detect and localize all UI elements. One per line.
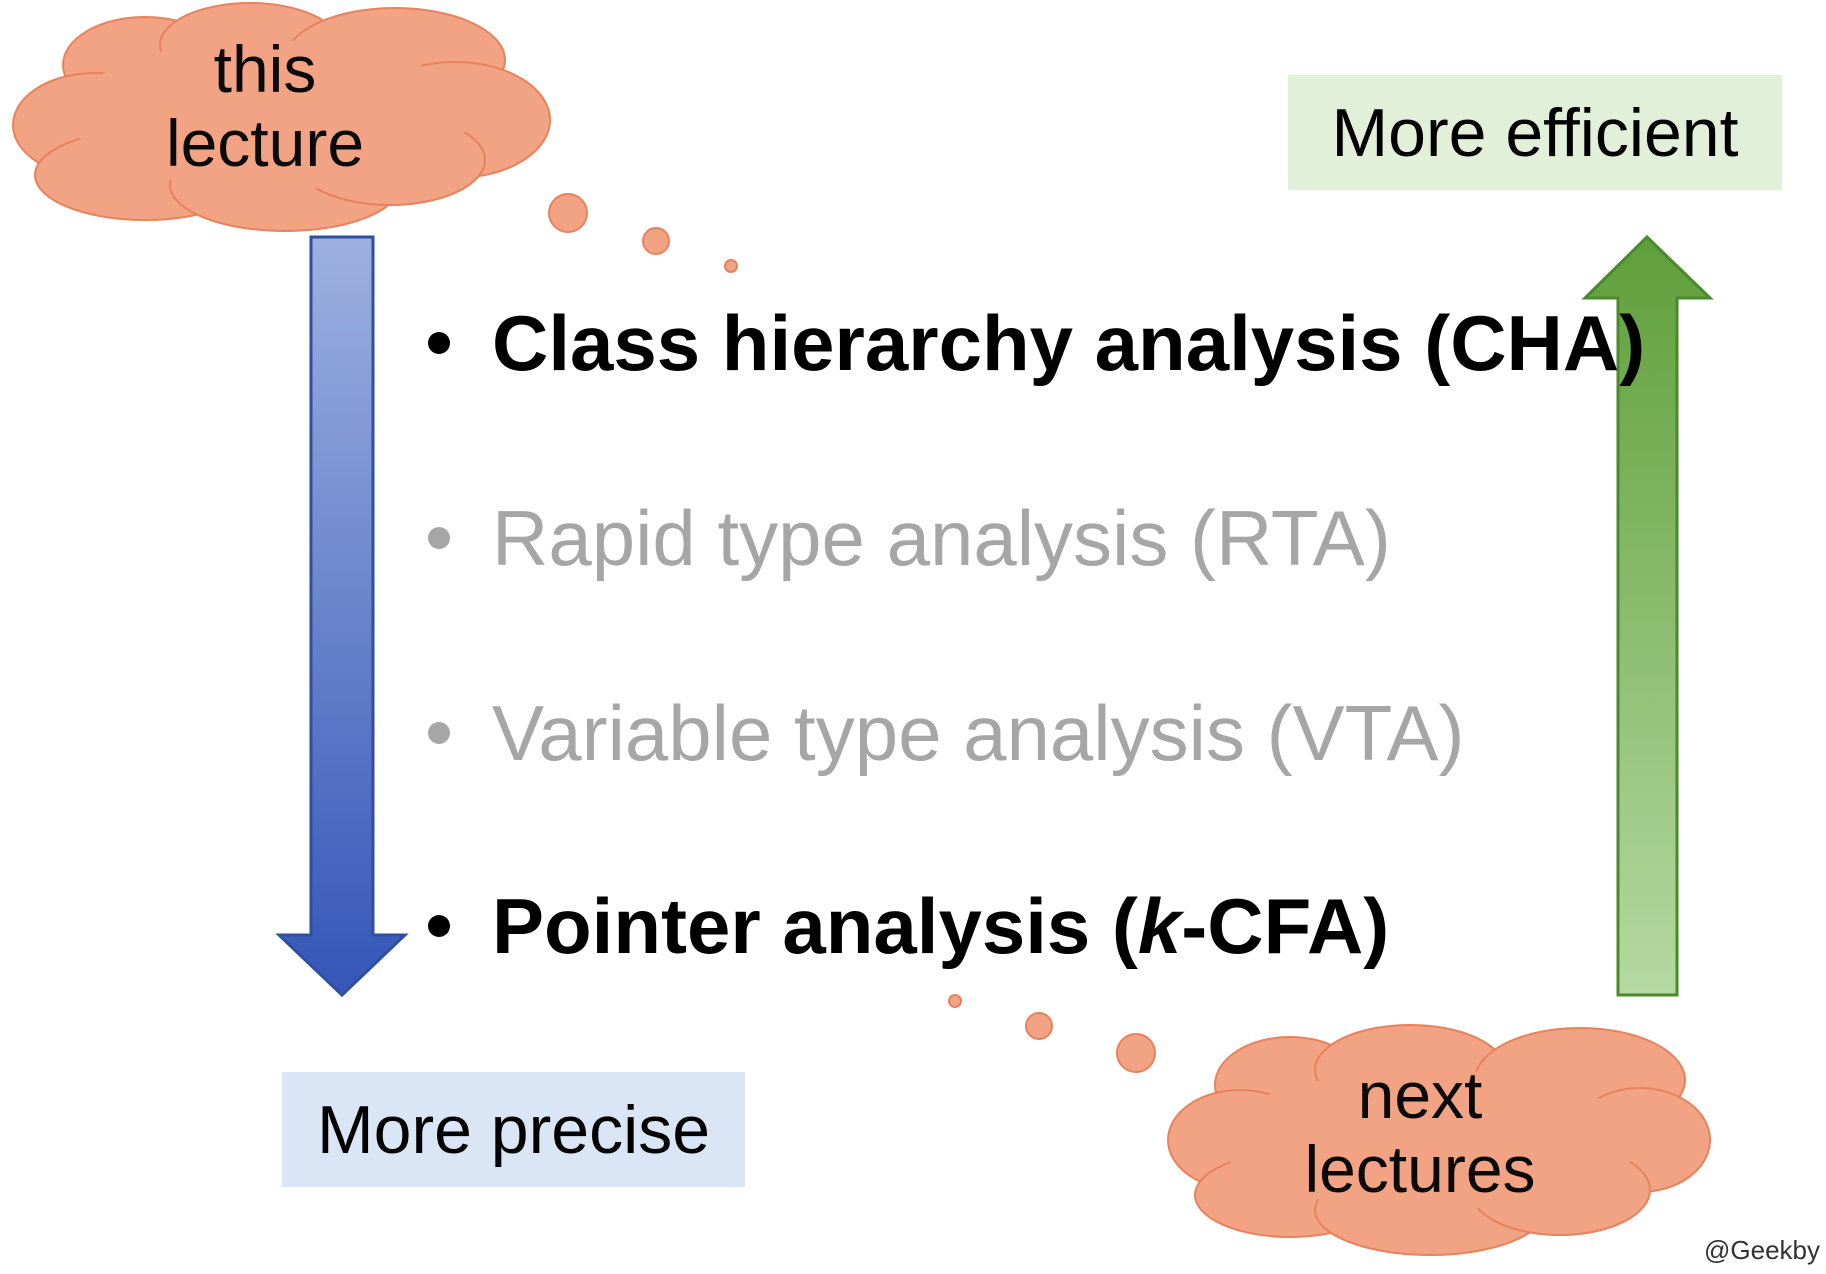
more-efficient-text: More efficient	[1331, 94, 1739, 171]
bullet-pointer-text: Pointer analysis (k-CFA)	[492, 881, 1389, 972]
bullet-pointer-k: k	[1137, 881, 1182, 970]
bullet-rta: Rapid type analysis (RTA)	[428, 490, 1391, 586]
cloud-next-lectures-text: next lectures	[1285, 1058, 1555, 1206]
cloud-next-lectures	[1167, 1024, 1711, 1256]
bullet-pointer-suffix: -CFA)	[1181, 881, 1390, 970]
bullet-pointer-prefix: Pointer analysis (	[492, 881, 1138, 970]
more-precise-text: More precise	[316, 1091, 711, 1168]
thought-dots-bottom	[948, 994, 1156, 1073]
cloud-top-line1: this	[213, 32, 317, 106]
more-precise-label: More precise	[282, 1072, 745, 1187]
bullet-dot	[428, 527, 450, 549]
up-arrow	[1581, 234, 1714, 997]
more-efficient-label: More efficient	[1288, 75, 1782, 190]
cloud-this-lecture-text: this lecture	[130, 32, 400, 180]
thought-dots-top	[548, 193, 738, 273]
cloud-bottom-line1: next	[1357, 1058, 1483, 1132]
bullet-pointer: Pointer analysis (k-CFA)	[428, 878, 1389, 974]
bullet-cha-text: Class hierarchy analysis (CHA)	[492, 298, 1646, 387]
cloud-this-lecture	[12, 2, 551, 232]
cloud-bottom-line2: lectures	[1304, 1132, 1536, 1206]
down-arrow	[275, 235, 409, 998]
watermark: @Geekby	[1704, 1235, 1820, 1265]
bullet-dot	[428, 332, 450, 354]
bullet-rta-text: Rapid type analysis (RTA)	[492, 493, 1391, 582]
bullet-dot	[428, 722, 450, 744]
bullet-vta-text: Variable type analysis (VTA)	[492, 688, 1465, 777]
bullet-vta: Variable type analysis (VTA)	[428, 685, 1465, 781]
cloud-top-line2: lecture	[165, 106, 365, 180]
bullet-dot	[428, 915, 450, 937]
bullet-cha: Class hierarchy analysis (CHA)	[428, 295, 1645, 391]
